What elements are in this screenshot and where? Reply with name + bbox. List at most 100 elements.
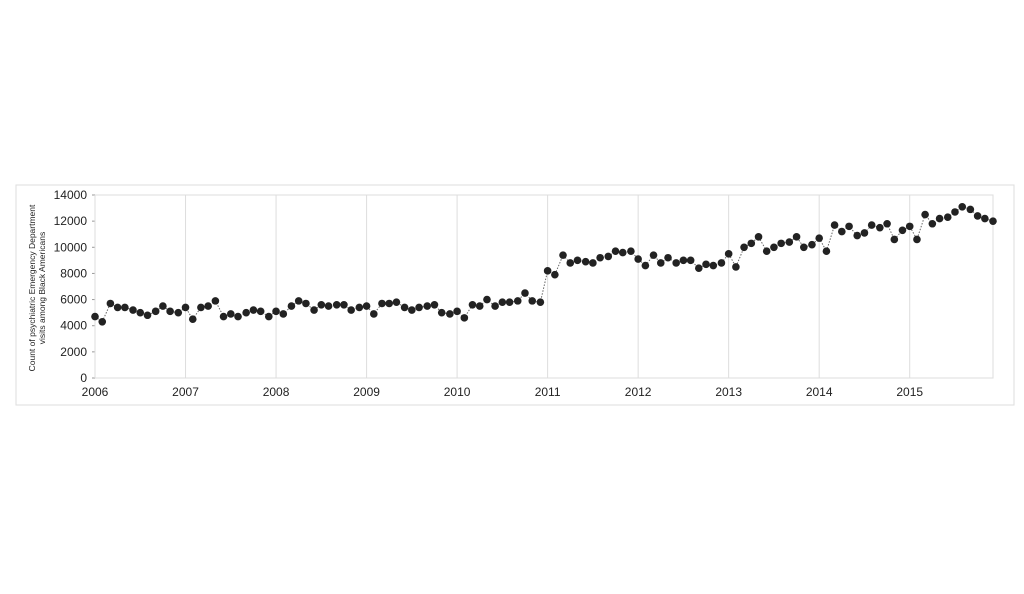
data-point: [279, 310, 288, 318]
data-point: [265, 312, 273, 321]
data-point: [256, 307, 265, 316]
data-point: [853, 231, 862, 240]
data-point: [234, 312, 242, 321]
data-point: [890, 235, 899, 244]
data-point: [204, 302, 212, 310]
data-point: [589, 259, 597, 267]
y-axis-label: Count of psychiatric Emergency Departmen…: [27, 204, 47, 372]
x-tick-label: 2010: [444, 385, 471, 399]
data-point: [611, 247, 620, 256]
data-point: [596, 253, 604, 262]
data-point: [106, 299, 115, 308]
data-point: [211, 297, 220, 305]
data-point: [951, 208, 959, 216]
data-point: [808, 240, 816, 249]
data-point: [740, 243, 748, 252]
data-point: [822, 247, 831, 256]
data-point: [770, 243, 778, 252]
y-tick-label: 12000: [54, 214, 88, 228]
x-tick-label: 2014: [806, 385, 833, 399]
data-point: [98, 317, 107, 326]
data-point: [324, 302, 333, 310]
data-point: [521, 289, 529, 297]
data-point: [491, 302, 499, 310]
data-point: [958, 202, 967, 211]
data-point: [876, 223, 884, 232]
data-point: [226, 310, 235, 318]
y-tick-label: 4000: [60, 319, 87, 333]
data-point: [362, 302, 371, 310]
data-point: [943, 213, 952, 222]
data-point: [113, 303, 122, 312]
data-point: [754, 233, 763, 241]
data-point: [129, 306, 137, 314]
data-point: [581, 257, 590, 266]
data-point: [634, 255, 642, 263]
data-point: [528, 297, 537, 305]
x-tick-label: 2013: [715, 385, 742, 399]
data-point: [867, 221, 876, 229]
data-point: [143, 311, 152, 320]
data-point: [121, 303, 129, 312]
data-point: [702, 260, 710, 269]
data-point: [174, 308, 183, 317]
data-point: [310, 306, 318, 314]
series-line: [94, 206, 994, 323]
data-point: [973, 212, 982, 220]
x-tick-label: 2009: [353, 385, 380, 399]
data-point: [272, 307, 280, 316]
y-tick-label: 10000: [54, 240, 88, 254]
data-point: [921, 210, 929, 219]
data-point: [566, 259, 575, 267]
data-point: [860, 229, 869, 237]
data-point: [845, 222, 853, 231]
data-point: [370, 310, 378, 318]
x-tick-label: 2008: [263, 385, 290, 399]
data-point: [672, 259, 680, 267]
data-point: [762, 247, 771, 256]
data-point: [498, 298, 507, 306]
data-point: [91, 312, 99, 321]
data-point: [717, 259, 726, 267]
data-point: [883, 219, 891, 228]
y-tick-label: 6000: [60, 293, 87, 307]
data-point: [437, 308, 446, 317]
data-point: [785, 238, 794, 246]
data-point: [694, 264, 703, 273]
data-point: [181, 303, 190, 312]
data-point: [475, 302, 484, 310]
data-point: [800, 243, 808, 252]
data-point: [747, 239, 756, 248]
data-point: [159, 302, 167, 310]
x-tick-label: 2012: [625, 385, 652, 399]
data-point: [928, 219, 937, 228]
data-point: [618, 248, 627, 257]
data-point: [709, 261, 718, 270]
data-point: [664, 253, 672, 262]
x-tick-label: 2015: [896, 385, 923, 399]
data-point: [913, 235, 921, 244]
data-point: [543, 267, 552, 275]
data-point: [815, 234, 823, 242]
data-point: [460, 314, 469, 322]
data-point: [340, 301, 348, 309]
data-point: [446, 310, 454, 318]
data-point: [483, 295, 491, 304]
data-point: [559, 251, 567, 259]
data-point: [905, 222, 914, 231]
data-point: [355, 303, 364, 312]
data-point: [966, 205, 975, 214]
data-point: [536, 298, 545, 306]
data-point: [188, 315, 197, 323]
x-tick-label: 2011: [535, 385, 561, 399]
data-point: [573, 256, 582, 265]
data-point: [408, 306, 416, 314]
data-point: [219, 312, 228, 321]
y-tick-label: 2000: [60, 345, 87, 359]
data-point: [989, 217, 997, 225]
data-point: [981, 214, 989, 223]
data-point: [136, 308, 145, 317]
data-point: [453, 307, 461, 316]
